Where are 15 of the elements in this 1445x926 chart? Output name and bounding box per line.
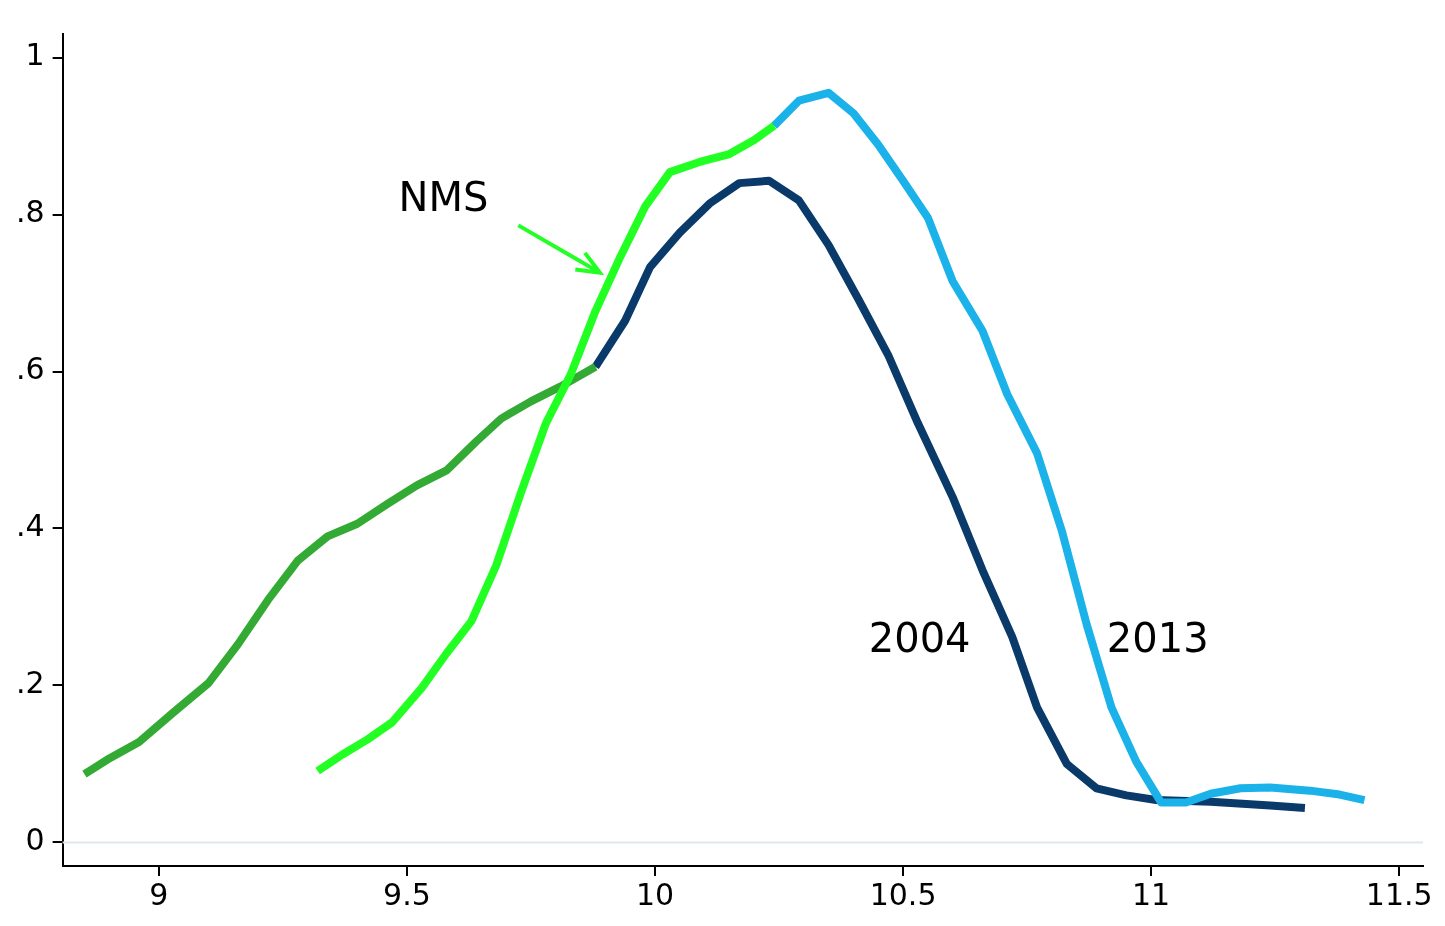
x-tick-label: 9.5: [383, 876, 431, 912]
annotation: NMS: [398, 173, 489, 220]
annotation: 2004: [868, 614, 971, 661]
x-tick-label: 11: [1132, 876, 1171, 912]
x-tick-label: 9: [149, 876, 169, 912]
x-tick-label: 10: [635, 876, 675, 912]
y-tick-label: 1: [25, 37, 45, 73]
y-tick-label: .2: [16, 665, 45, 701]
x-tick-label: 11.5: [1365, 876, 1433, 912]
x-tick-label: 10.5: [869, 876, 937, 912]
annotation: 2013: [1106, 614, 1209, 661]
y-tick-label: 0: [25, 822, 45, 858]
y-tick-label: .4: [16, 508, 45, 544]
y-tick-label: .8: [16, 194, 45, 230]
y-tick-label: .6: [16, 351, 45, 387]
